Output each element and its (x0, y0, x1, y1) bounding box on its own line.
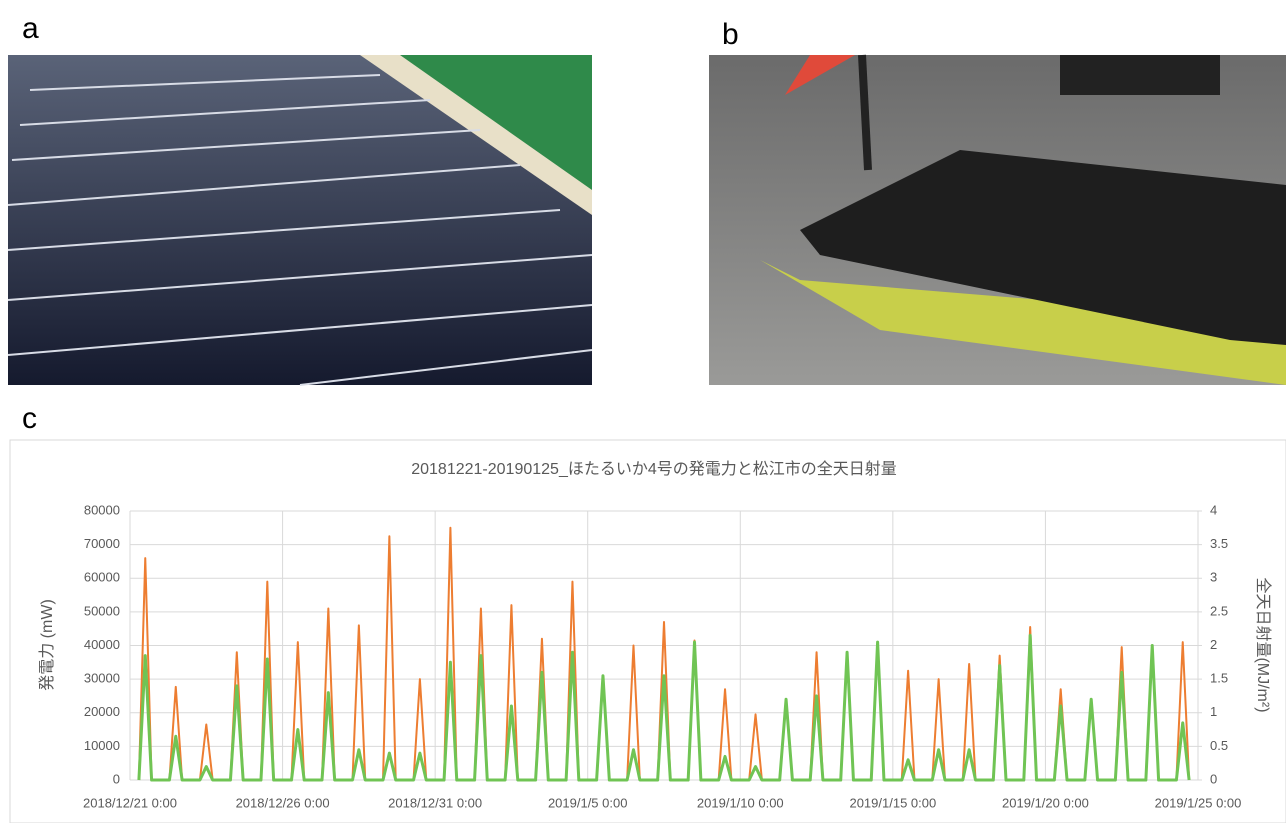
y2-tick-label: 1.5 (1210, 671, 1228, 686)
y2-tick-label: 2 (1210, 637, 1217, 652)
photo-a (7, 55, 593, 386)
x-tick-label: 2018/12/21 0:00 (83, 795, 177, 810)
y-tick-label: 60000 (84, 570, 120, 585)
x-tick-label: 2019/1/10 0:00 (697, 795, 784, 810)
x-tick-label: 2019/1/15 0:00 (849, 795, 936, 810)
y-tick-label: 70000 (84, 536, 120, 551)
y2-tick-label: 1 (1210, 704, 1217, 719)
x-tick-label: 2018/12/31 0:00 (388, 795, 482, 810)
y-tick-label: 50000 (84, 603, 120, 618)
panel-label: c (22, 402, 37, 435)
y2-tick-label: 4 (1210, 502, 1217, 517)
x-tick-label: 2018/12/26 0:00 (236, 795, 330, 810)
photo-b (709, 54, 1286, 385)
y-tick-label: 10000 (84, 738, 120, 753)
chart-frame (9, 439, 1286, 824)
y-tick-label: 20000 (84, 704, 120, 719)
y-axis-title: 発電力 (mW) (38, 599, 56, 691)
y2-tick-label: 3.5 (1210, 536, 1228, 551)
series-line (137, 633, 1191, 782)
y-tick-label: 0 (113, 771, 120, 786)
y2-tick-label: 0.5 (1210, 738, 1228, 753)
y2-tick-label: 0 (1210, 771, 1217, 786)
y-tick-label: 80000 (84, 502, 120, 517)
panel-label: b (722, 18, 739, 51)
y-tick-label: 40000 (84, 637, 120, 652)
x-tick-label: 2019/1/25 0:00 (1155, 795, 1242, 810)
x-tick-label: 2019/1/20 0:00 (1002, 795, 1089, 810)
y2-tick-label: 3 (1210, 570, 1217, 585)
panel-label: a (22, 12, 39, 45)
y-tick-label: 30000 (84, 671, 120, 686)
y2-axis-title: 全天日射量(MJ/m²) (1254, 577, 1272, 712)
chart-title: 20181221-20190125_ほたるいか4号の発電力と松江市の全天日射量 (411, 460, 897, 478)
x-tick-label: 2019/1/5 0:00 (548, 795, 628, 810)
y2-tick-label: 2.5 (1210, 603, 1228, 618)
